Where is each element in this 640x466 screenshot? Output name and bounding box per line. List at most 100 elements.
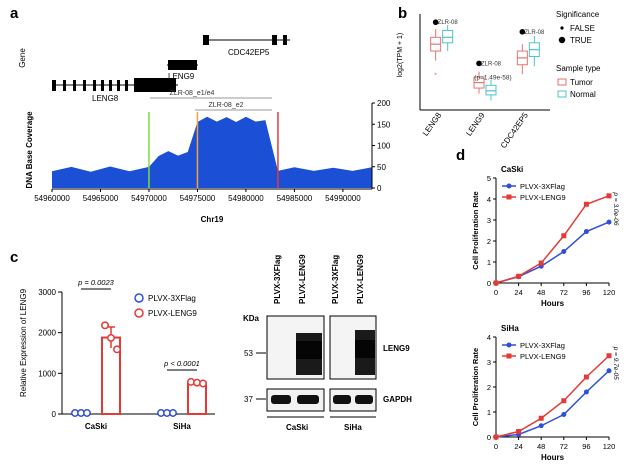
panel-a: Gene CDC42EP5 LENG9 LEN	[18, 35, 391, 224]
d-point	[538, 260, 544, 266]
blot-gapdh-caski-band-1	[271, 395, 291, 404]
blot-lane-4: PLVX-LENG9	[356, 254, 365, 304]
d-y-tick-label: 4	[487, 195, 491, 204]
d-x-label: Hours	[541, 299, 565, 308]
proliferation-chart-caski: CaSki 0 1 2 3 4 5 0 24 48 72 96 120 Hours Cell Prolife…	[471, 165, 619, 308]
d-x-tick-label: 48	[537, 442, 545, 451]
d-y-tick-label: 4	[487, 333, 491, 342]
b-legend: Significance FALSE TRUE Sample type Tumo…	[556, 10, 601, 99]
b-legend-tumor: Tumor	[570, 78, 593, 87]
c-y-tick-label: 3000	[38, 288, 56, 297]
b-category-label: LENG9	[464, 111, 487, 138]
d-point	[516, 429, 522, 434]
panel-a-letter: a	[10, 5, 19, 22]
d-y-tick-label: 1	[487, 408, 491, 417]
coverage-x-label: Chr19	[201, 215, 224, 224]
blot-gapdh-siha	[329, 388, 377, 412]
d-x-tick-label: 72	[560, 442, 568, 451]
d-y-label: Cell Proliferation Rate	[471, 191, 480, 269]
b-y-label: log2(TPM + 1)	[397, 33, 404, 78]
d-y-tick-label: 2	[487, 383, 491, 392]
d-point	[561, 398, 567, 404]
d-x-tick-label: 0	[494, 442, 498, 451]
feature-labels: ZLR-08_e1/e4 ZLR-08_e2	[150, 90, 272, 111]
panel-d-letter: d	[456, 147, 465, 164]
panel-d: CaSki 0 1 2 3 4 5 0 24 48 72 96 120 Hours Cell Prolife…	[471, 165, 619, 462]
d-title: CaSki	[501, 165, 523, 174]
c-legend-leng9: PLVX-LENG9	[148, 309, 197, 318]
d-series-line	[495, 221, 610, 284]
d-point	[538, 415, 544, 421]
b-legend-true: TRUE	[570, 36, 592, 45]
blot-band-leng9: LENG9	[383, 344, 410, 353]
d-legend-label: PLVX-3XFlag	[520, 341, 565, 350]
d-pvalue: p = 3.0e-06	[612, 191, 619, 225]
b-legend-tumor-swatch	[557, 78, 567, 86]
d-y-tick-label: 3	[487, 216, 491, 225]
d-point	[561, 249, 567, 254]
d-x-label: Hours	[541, 453, 565, 462]
c-y-tick-label: 1000	[38, 369, 56, 378]
blot-gapdh-siha-band-1	[333, 395, 351, 404]
b-significance-dot	[432, 19, 439, 26]
c-point	[83, 409, 91, 417]
c-legend-leng9-marker	[134, 308, 144, 318]
panel-b-letter: b	[398, 5, 407, 22]
blot-lane-2: PLVX-LENG9	[298, 254, 307, 304]
feature-outer-label: ZLR-08_e1/e4	[170, 90, 215, 97]
b-annotation: ZLR-08	[481, 61, 502, 67]
d-point	[561, 412, 567, 417]
d-legend-label: PLVX-3XFlag	[520, 182, 565, 191]
coverage-y-tick-label: 100	[377, 142, 391, 151]
gene-label-leng8: LENG8	[92, 94, 119, 103]
panel-b: log2(TPM + 1) * ZLR-08 ZLR-08 (p=1.49e-58) Z…	[397, 10, 601, 150]
b-box	[442, 29, 454, 44]
d-point	[606, 353, 612, 359]
d-point	[561, 233, 567, 239]
b-legend-sig-title: Significance	[556, 10, 600, 19]
d-y-tick-label: 5	[487, 174, 491, 183]
d-title: SiHa	[501, 324, 519, 333]
d-series-line	[495, 355, 610, 438]
d-x-tick-label: 96	[582, 442, 590, 451]
d-y-tick-label: 1	[487, 258, 491, 267]
gene-track-label: Gene	[18, 48, 27, 68]
c-category-label: SiHa	[173, 422, 191, 431]
b-legend-normal-swatch	[557, 90, 567, 98]
panel-c: Relative Expression of LENG9 0 1000 2000 30…	[19, 278, 215, 431]
boxplot-chart: * ZLR-08 ZLR-08 (p=1.49e-58) ZLR-08 LENG8 LENG…	[419, 14, 550, 150]
b-legend-false-dot	[560, 26, 564, 30]
c-legend-3xflag-marker	[134, 293, 144, 303]
b-legend-true-dot	[558, 36, 566, 44]
d-x-tick-label: 48	[537, 288, 545, 297]
d-point	[606, 193, 612, 199]
d-pvalue: p = 9.7e-05	[612, 346, 619, 380]
coverage-y-tick-label: 50	[377, 163, 386, 172]
blot-lane-1: PLVX-3XFlag	[273, 255, 282, 304]
blot-marker-37: 37	[244, 395, 253, 404]
blot-kda-label: KDa	[243, 314, 260, 323]
coverage-x-tick-label: 54990000	[325, 194, 361, 203]
d-point	[606, 368, 612, 374]
d-x-tick-label: 120	[603, 288, 616, 297]
c-point	[113, 345, 121, 354]
d-y-tick-label: 0	[487, 279, 491, 288]
c-point	[169, 409, 177, 417]
d-legend-marker	[506, 183, 512, 189]
d-point	[583, 389, 589, 395]
blot-leng9-caski-band-core	[296, 341, 322, 359]
d-legend-marker	[506, 194, 512, 200]
c-point	[199, 379, 207, 388]
d-y-tick-label: 0	[487, 433, 491, 442]
coverage-x-tick-label: 54960000	[34, 194, 70, 203]
coverage-y-tick-label: 200	[377, 99, 391, 108]
gene-leng8: LENG8	[52, 78, 178, 103]
d-x-tick-label: 72	[560, 288, 568, 297]
c-y-tick-label: 2000	[38, 329, 56, 338]
blot-group-caski: CaSki	[286, 423, 308, 432]
blot-group-siha: SiHa	[344, 423, 362, 432]
c-point	[101, 321, 109, 330]
d-x-tick-label: 24	[514, 442, 522, 451]
d-legend-marker	[506, 353, 512, 359]
gene-label-leng9: LENG9	[168, 72, 195, 81]
